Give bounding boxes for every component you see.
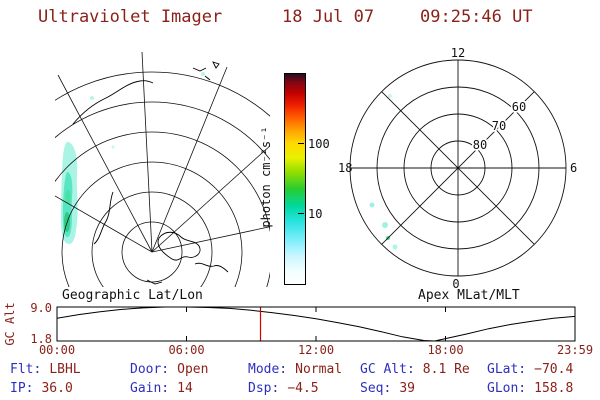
- status-glat-value: −70.4: [534, 362, 574, 377]
- mlt-label-12: 12: [451, 48, 465, 60]
- status-ip-label: IP:: [10, 381, 34, 396]
- xtick-0600: 06:00: [168, 343, 204, 357]
- xtick-2359: 23:59: [557, 343, 593, 357]
- faint-emission-dot: [201, 72, 205, 76]
- colorbar: [284, 73, 306, 285]
- polar-emission-dots: [369, 94, 398, 250]
- status-gain-value: 14: [177, 381, 193, 396]
- caption-geographic: Geographic Lat/Lon: [62, 288, 203, 303]
- status-seq-label: Seq:: [360, 381, 392, 396]
- xtick-1200: 12:00: [298, 343, 334, 357]
- date-label: 18 Jul 07: [282, 7, 375, 27]
- mlt-label-18: 18: [338, 161, 352, 175]
- faint-emission-dot: [90, 96, 94, 100]
- mlt-label-0: 0: [452, 277, 459, 291]
- status-door-value: Open: [177, 362, 209, 377]
- ymin-label: 1.8: [30, 332, 52, 346]
- colorbar-tick-10: 10: [308, 207, 323, 221]
- status-mode-label: Mode:: [248, 362, 288, 377]
- colorbar-tickmark-10: [298, 213, 304, 214]
- timeline-frame: [56, 306, 576, 342]
- coastlines: [72, 61, 229, 285]
- mlat-ring-label-70: 70: [492, 119, 506, 133]
- colorbar-tick-100: 100: [308, 137, 330, 151]
- mlat-ring-label-80: 80: [473, 138, 487, 152]
- status-dsp: Dsp: −4.5: [248, 381, 319, 396]
- status-seq: Seq: 39: [360, 381, 415, 396]
- gc-alt-timeline: 9.0 1.8 GC Alt 00:00 06:00 12:00 18:00 2…: [3, 301, 593, 357]
- status-gcalt-label: GC Alt:: [360, 362, 415, 377]
- status-dsp-label: Dsp:: [248, 381, 280, 396]
- status-glon: GLon: 158.8: [487, 381, 573, 396]
- timeline-ticks: [56, 307, 576, 341]
- status-ip-value: 36.0: [41, 381, 73, 396]
- faint-emission-dot: [111, 145, 115, 149]
- status-door-label: Door:: [130, 362, 170, 377]
- lat-lon-graticule: [55, 52, 270, 287]
- status-door: Door: Open: [130, 362, 208, 377]
- status-ip: IP: 36.0: [10, 381, 73, 396]
- polar-grid-panel: 12 18 6 0 80 70 60: [338, 48, 577, 291]
- status-mode-value: Normal: [295, 362, 343, 377]
- colorbar-label: photon cm⁻²s⁻¹: [259, 126, 273, 228]
- status-dsp-value: −4.5: [287, 381, 319, 396]
- mlat-ring-label-60: 60: [512, 100, 526, 114]
- gc-alt-curve: [56, 306, 576, 342]
- status-flt-value: LBHL: [49, 362, 81, 377]
- status-flt-label: Flt:: [10, 362, 42, 377]
- status-gcalt: GC Alt: 8.1 Re: [360, 362, 470, 377]
- status-seq-value: 39: [399, 381, 415, 396]
- aurora-arc: [61, 72, 210, 244]
- status-gain: Gain: 14: [130, 381, 193, 396]
- geographic-map-panel: [55, 52, 270, 287]
- ymax-label: 9.0: [30, 301, 52, 315]
- gc-alt-axis-label: GC Alt: [3, 302, 17, 345]
- status-gain-label: Gain:: [130, 381, 170, 396]
- mlat-mlt-grid: [349, 59, 567, 277]
- status-glon-label: GLon:: [487, 381, 527, 396]
- status-gcalt-value: 8.1 Re: [422, 362, 470, 377]
- mlt-label-6: 6: [570, 161, 577, 175]
- status-flt: Flt: LBHL: [10, 362, 81, 377]
- status-glon-value: 158.8: [534, 381, 574, 396]
- status-mode: Mode: Normal: [248, 362, 342, 377]
- app-title: Ultraviolet Imager: [38, 7, 223, 27]
- status-glat: GLat: −70.4: [487, 362, 573, 377]
- colorbar-tickmark-100: [298, 143, 304, 144]
- status-glat-label: GLat:: [487, 362, 527, 377]
- caption-apex: Apex MLat/MLT: [418, 288, 520, 303]
- xtick-0000: 00:00: [39, 343, 75, 357]
- xtick-1800: 18:00: [427, 343, 463, 357]
- time-label: 09:25:46 UT: [420, 7, 533, 27]
